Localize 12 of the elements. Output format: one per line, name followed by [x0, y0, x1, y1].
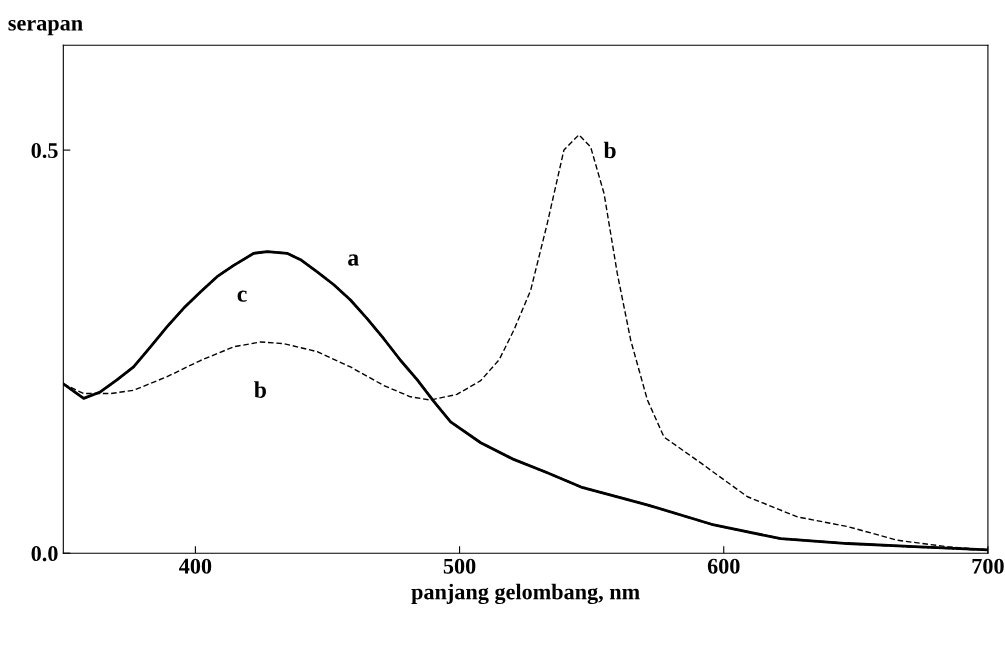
y-tick-label: 0.5 [31, 143, 58, 159]
series-label: a [348, 254, 359, 266]
y-tick-label: 0.0 [31, 546, 58, 562]
text: b [254, 381, 266, 398]
x-tick-label: 500 [443, 558, 476, 574]
x-tick-label: 700 [972, 558, 1004, 574]
y-axis-title: serapan [8, 19, 83, 36]
series-label: b [603, 141, 616, 159]
x-tick-label: 400 [179, 558, 212, 574]
x-tick-label: 600 [707, 558, 740, 574]
x-axis-title: panjang gelombang, nm [411, 583, 640, 605]
series-label: c [237, 290, 247, 302]
